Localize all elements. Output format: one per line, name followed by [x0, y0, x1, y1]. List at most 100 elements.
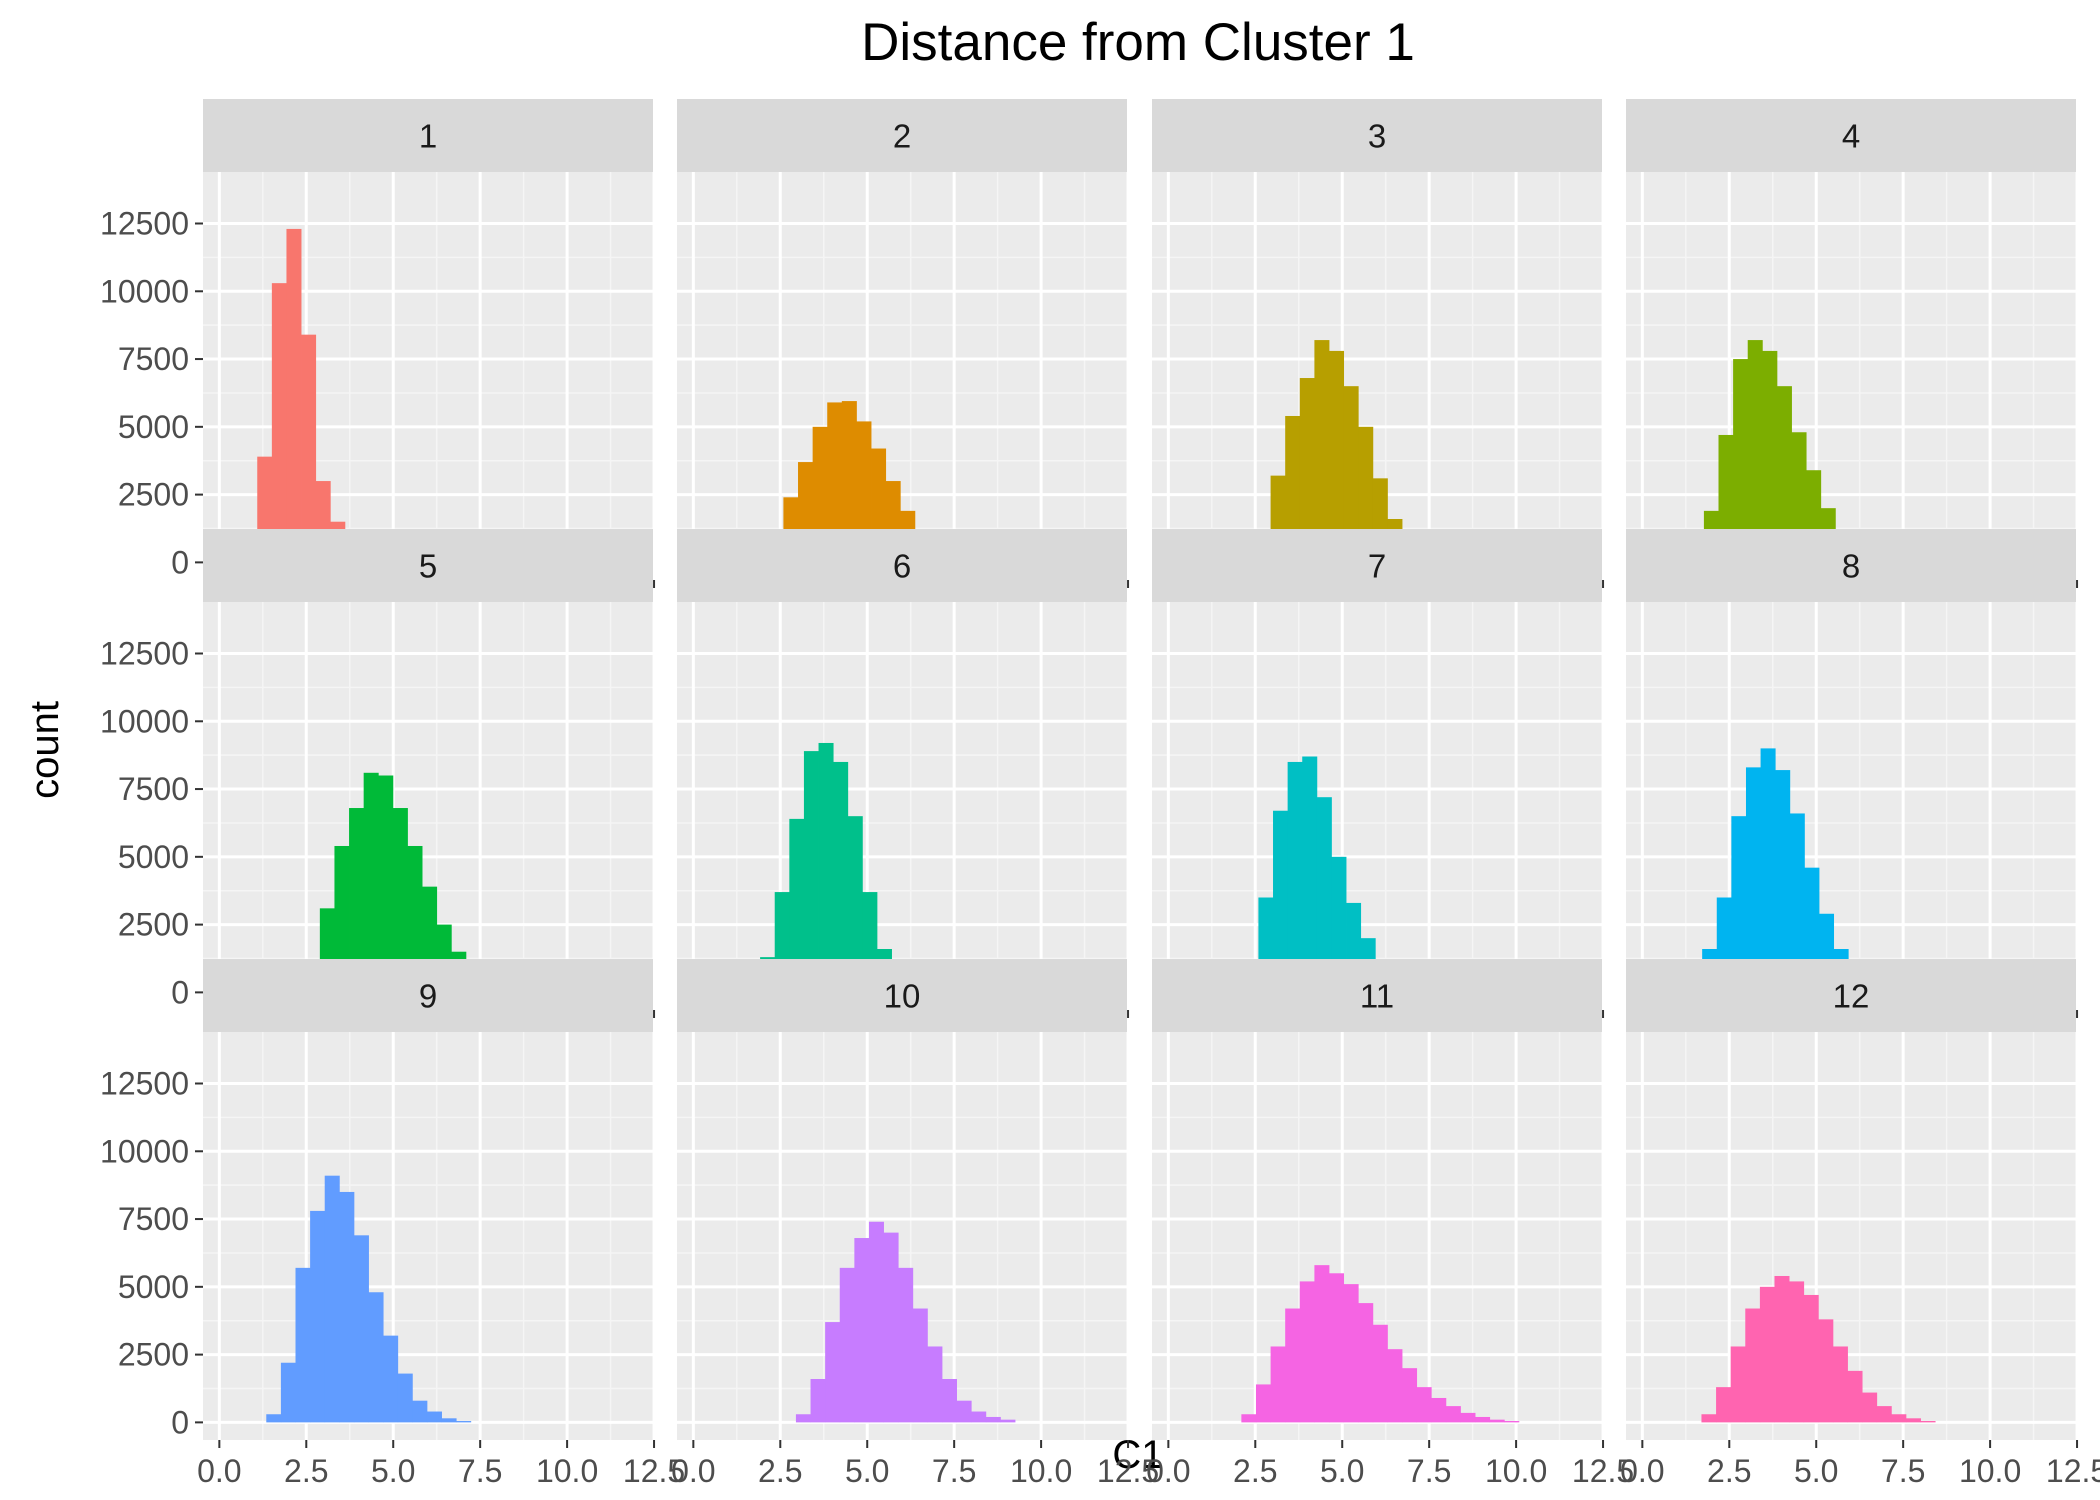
histogram-bar	[883, 1232, 899, 1423]
x-tick-label: 7.5	[1407, 1453, 1451, 1489]
facet-strip-label: 11	[1360, 978, 1394, 1015]
histogram-bar	[1287, 761, 1303, 993]
facet-panel: 4	[1626, 99, 2079, 588]
facet-panel: 10 0.0 2.5 5.0 7.5 10.0 12.5	[671, 959, 1159, 1489]
histogram-bar	[1504, 1421, 1520, 1423]
facet-strip	[677, 959, 1127, 1032]
y-tick-label: 12500	[100, 1066, 189, 1102]
panel-background	[1626, 172, 2076, 580]
facet-panel: 3	[1152, 99, 1605, 588]
facet-strip	[203, 959, 653, 1032]
histogram-bar	[1329, 350, 1345, 563]
histogram-bar	[1402, 1368, 1418, 1423]
facet-panel: 2	[677, 99, 1130, 588]
histogram-bar	[1343, 386, 1359, 563]
histogram-bar	[1803, 1294, 1819, 1423]
facet-strip-label: 7	[1368, 548, 1386, 585]
histogram-bar	[1329, 1273, 1345, 1423]
histogram-bar	[1331, 856, 1347, 993]
histogram-bar	[412, 1400, 428, 1423]
x-tick-label: 10.0	[1010, 1453, 1072, 1489]
histogram-bar	[324, 1175, 340, 1423]
histogram-bar	[407, 845, 423, 993]
histogram-bar	[441, 1418, 457, 1423]
facet-panel: 5 0 2500 5000 7500 10000 12500	[100, 529, 656, 1018]
y-tick-label: 5000	[118, 409, 189, 445]
histogram-bar	[971, 1411, 987, 1423]
x-tick-label: 10.0	[1959, 1453, 2021, 1489]
panel-background	[1626, 602, 2076, 1010]
histogram-bar	[353, 1235, 369, 1423]
histogram-bar	[1876, 1406, 1892, 1423]
facet-strip-label: 6	[893, 548, 911, 585]
facet-panel: 1 0 2500 5000 7500 10000 12500	[100, 99, 656, 588]
facet-panel: 9 0 2500 5000 7500 10000 12500 0.0 2.5 5.0 7.5 10.0…	[100, 959, 685, 1489]
y-tick-label: 0	[171, 1404, 189, 1440]
y-axis-title: count	[23, 701, 67, 799]
histogram-bar	[1445, 1406, 1461, 1423]
histogram-bar	[1847, 1370, 1863, 1423]
x-tick-label: 2.5	[758, 1453, 802, 1489]
histogram-bar	[349, 808, 365, 993]
panel-background	[677, 602, 1127, 1010]
histogram-bar	[1775, 770, 1791, 993]
x-tick-label: 2.5	[1233, 1453, 1277, 1489]
histogram-bar	[833, 761, 849, 993]
x-tick-label: 12.5	[623, 1453, 685, 1489]
x-tick-label: 0.0	[1146, 1453, 1190, 1489]
x-tick-label: 0.0	[197, 1453, 241, 1489]
facet-strip	[1152, 529, 1602, 602]
facet-panel: 6	[677, 529, 1130, 1018]
histogram-bar	[1730, 1346, 1746, 1423]
histogram-bar	[301, 334, 317, 563]
histogram-bar	[1285, 415, 1301, 563]
histogram-bar	[1273, 810, 1289, 993]
x-tick-label: 12.5	[1097, 1453, 1159, 1489]
histogram-bar	[1255, 1384, 1271, 1423]
histogram-bar	[1905, 1418, 1921, 1423]
y-tick-label: 10000	[100, 1133, 189, 1169]
histogram-bar	[1745, 767, 1761, 993]
histogram-bar	[397, 1373, 413, 1423]
y-tick-label: 10000	[100, 703, 189, 739]
histogram-bar	[426, 1411, 442, 1423]
histogram-bar	[271, 283, 287, 563]
facet-strip	[203, 99, 653, 172]
facet-strip	[677, 529, 1127, 602]
y-tick-label: 10000	[100, 273, 189, 309]
histogram-bar	[1759, 1286, 1775, 1423]
facet-strip	[1152, 99, 1602, 172]
histogram-bar	[810, 1379, 826, 1423]
facet-strip	[203, 529, 653, 602]
y-tick-label: 7500	[118, 771, 189, 807]
facet-panel: 8	[1626, 529, 2079, 1018]
histogram-bar	[1314, 1265, 1330, 1423]
y-tick-label: 2500	[118, 1337, 189, 1373]
facet-strip	[1626, 99, 2076, 172]
histogram-bar	[818, 742, 834, 993]
histogram-bar	[456, 1421, 472, 1423]
histogram-bar	[1701, 1414, 1717, 1423]
x-tick-label: 5.0	[845, 1453, 889, 1489]
x-tick-label: 0.0	[1620, 1453, 1664, 1489]
y-tick-label: 5000	[118, 1269, 189, 1305]
facet-strip-label: 5	[419, 548, 437, 585]
facet-strip	[1152, 959, 1602, 1032]
facet-strip	[677, 99, 1127, 172]
x-tick-label: 7.5	[1881, 1453, 1925, 1489]
histogram-bar	[1832, 1346, 1848, 1423]
x-tick-label: 12.5	[1572, 1453, 1634, 1489]
facet-panel: 12 0.0 2.5 5.0 7.5 10.0 12.5	[1620, 959, 2100, 1489]
histogram-bar	[956, 1400, 972, 1423]
histogram-bar	[856, 421, 872, 563]
histogram-bar	[1358, 1303, 1374, 1423]
histogram-bar	[927, 1346, 943, 1423]
histogram-bar	[1716, 1387, 1732, 1423]
x-tick-label: 2.5	[1707, 1453, 1751, 1489]
y-tick-label: 2500	[118, 477, 189, 513]
histogram-bar	[1241, 1414, 1257, 1423]
histogram-bar	[1460, 1412, 1476, 1423]
x-axis-title: C1	[1112, 1433, 1163, 1477]
histogram-bar	[286, 228, 302, 563]
